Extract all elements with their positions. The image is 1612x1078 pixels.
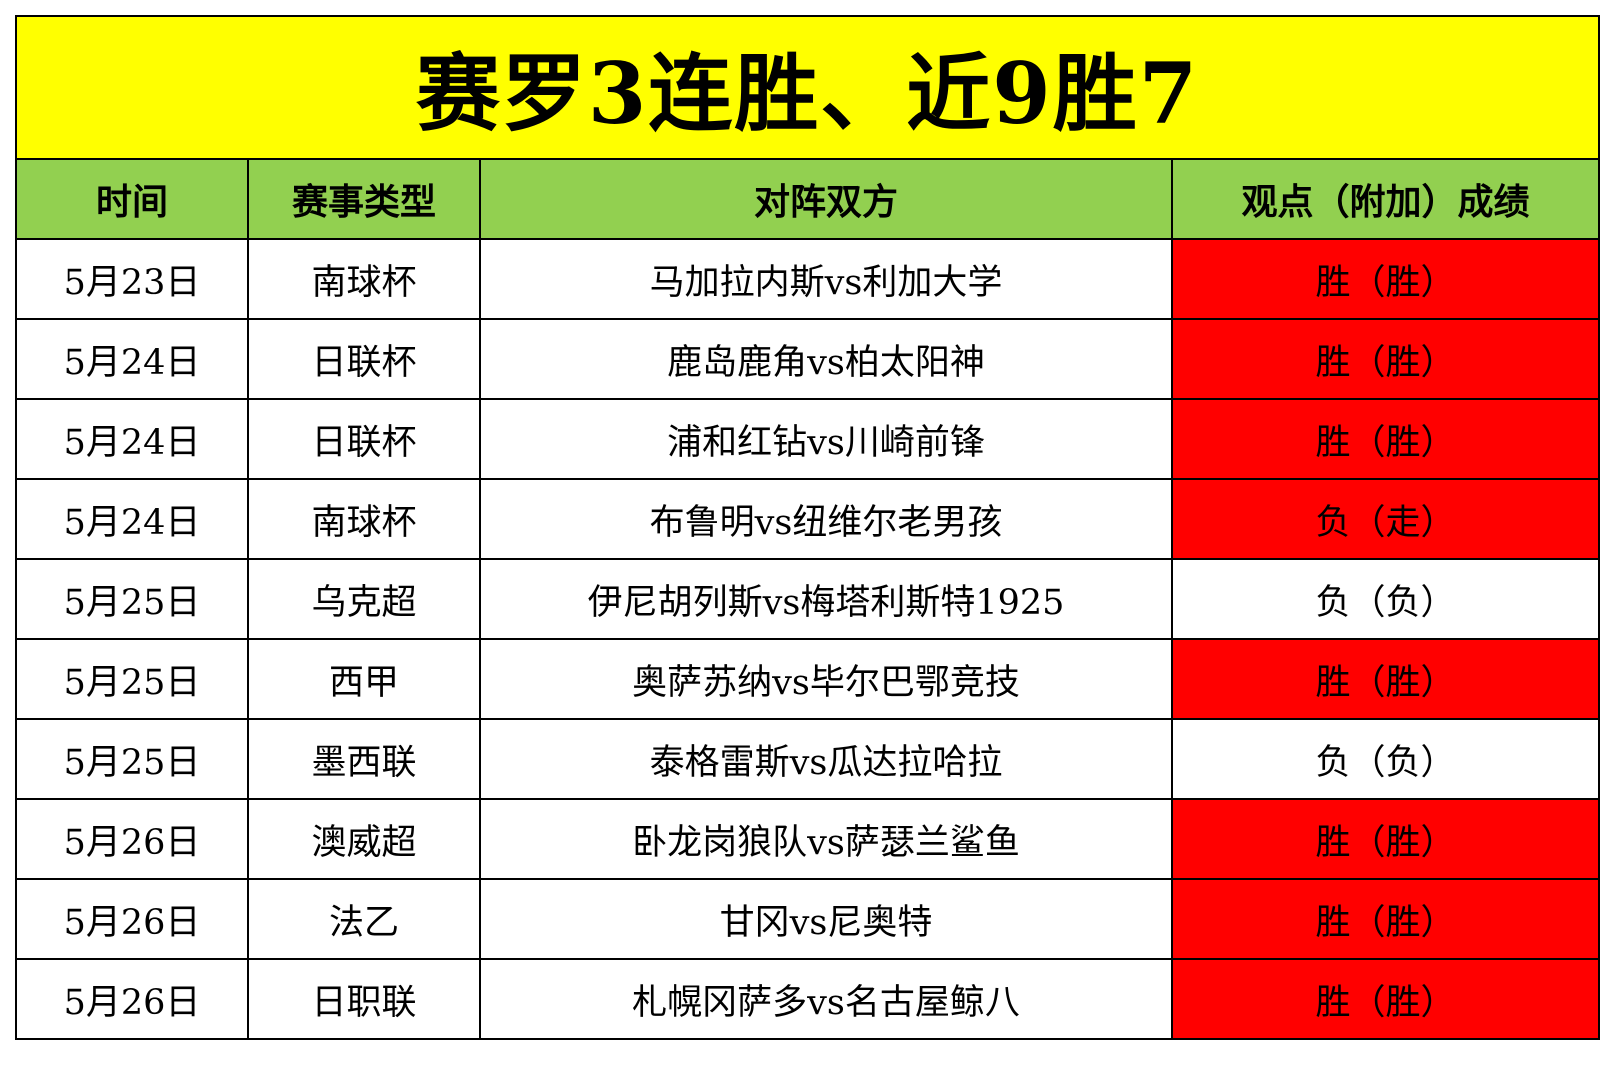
header-date: 时间	[15, 158, 249, 240]
table-row: 5月23日 南球杯 马加拉内斯vs利加大学 胜（胜）	[15, 238, 1601, 320]
header-match: 对阵双方	[479, 158, 1173, 240]
table-row: 5月25日 墨西联 泰格雷斯vs瓜达拉哈拉 负（负）	[15, 718, 1601, 800]
match-cell: 伊尼胡列斯vs梅塔利斯特1925	[479, 558, 1173, 640]
result-cell: 胜（胜）	[1170, 318, 1601, 400]
table-row: 5月26日 澳威超 卧龙岗狼队vs萨瑟兰鲨鱼 胜（胜）	[15, 798, 1601, 880]
league-cell: 澳威超	[247, 798, 481, 880]
date-cell: 5月24日	[15, 478, 249, 560]
table-row: 5月26日 法乙 甘冈vs尼奥特 胜（胜）	[15, 878, 1601, 960]
match-cell: 札幌冈萨多vs名古屋鲸八	[479, 958, 1173, 1040]
league-cell: 日联杯	[247, 318, 481, 400]
match-cell: 浦和红钻vs川崎前锋	[479, 398, 1173, 480]
result-cell: 胜（胜）	[1170, 638, 1601, 720]
match-cell: 布鲁明vs纽维尔老男孩	[479, 478, 1173, 560]
date-cell: 5月24日	[15, 398, 249, 480]
league-cell: 南球杯	[247, 238, 481, 320]
header-result: 观点（附加）成绩	[1170, 158, 1601, 240]
table-row: 5月24日 日联杯 浦和红钻vs川崎前锋 胜（胜）	[15, 398, 1601, 480]
league-cell: 日联杯	[247, 398, 481, 480]
date-cell: 5月25日	[15, 718, 249, 800]
result-cell: 胜（胜）	[1170, 798, 1601, 880]
results-table: 赛罗3连胜、近9胜7 时间 赛事类型 对阵双方 观点（附加）成绩 5月23日 南球…	[14, 15, 1601, 1040]
date-cell: 5月26日	[15, 798, 249, 880]
header-row: 时间 赛事类型 对阵双方 观点（附加）成绩	[15, 158, 1601, 240]
date-cell: 5月25日	[15, 638, 249, 720]
match-cell: 鹿岛鹿角vs柏太阳神	[479, 318, 1173, 400]
date-cell: 5月24日	[15, 318, 249, 400]
result-cell: 负（走）	[1170, 478, 1601, 560]
result-cell: 胜（胜）	[1170, 238, 1601, 320]
league-cell: 乌克超	[247, 558, 481, 640]
match-cell: 马加拉内斯vs利加大学	[479, 238, 1173, 320]
league-cell: 法乙	[247, 878, 481, 960]
result-cell: 胜（胜）	[1170, 398, 1601, 480]
result-cell: 负（负）	[1170, 718, 1601, 800]
header-league: 赛事类型	[247, 158, 481, 240]
match-cell: 奥萨苏纳vs毕尔巴鄂竞技	[479, 638, 1173, 720]
result-cell: 负（负）	[1170, 558, 1601, 640]
league-cell: 墨西联	[247, 718, 481, 800]
match-cell: 卧龙岗狼队vs萨瑟兰鲨鱼	[479, 798, 1173, 880]
date-cell: 5月26日	[15, 878, 249, 960]
date-cell: 5月23日	[15, 238, 249, 320]
table-body: 5月23日 南球杯 马加拉内斯vs利加大学 胜（胜） 5月24日 日联杯 鹿岛鹿角vs柏太阳…	[15, 238, 1601, 1040]
table-row: 5月24日 南球杯 布鲁明vs纽维尔老男孩 负（走）	[15, 478, 1601, 560]
title-row: 赛罗3连胜、近9胜7	[14, 15, 1601, 160]
match-cell: 甘冈vs尼奥特	[479, 878, 1173, 960]
date-cell: 5月26日	[15, 958, 249, 1040]
match-cell: 泰格雷斯vs瓜达拉哈拉	[479, 718, 1173, 800]
date-cell: 5月25日	[15, 558, 249, 640]
result-cell: 胜（胜）	[1170, 958, 1601, 1040]
result-cell: 胜（胜）	[1170, 878, 1601, 960]
table-row: 5月24日 日联杯 鹿岛鹿角vs柏太阳神 胜（胜）	[15, 318, 1601, 400]
league-cell: 日职联	[247, 958, 481, 1040]
league-cell: 西甲	[247, 638, 481, 720]
table-row: 5月25日 乌克超 伊尼胡列斯vs梅塔利斯特1925 负（负）	[15, 558, 1601, 640]
table-row: 5月26日 日职联 札幌冈萨多vs名古屋鲸八 胜（胜）	[15, 958, 1601, 1040]
league-cell: 南球杯	[247, 478, 481, 560]
table-row: 5月25日 西甲 奥萨苏纳vs毕尔巴鄂竞技 胜（胜）	[15, 638, 1601, 720]
page-title: 赛罗3连胜、近9胜7	[14, 15, 1601, 160]
